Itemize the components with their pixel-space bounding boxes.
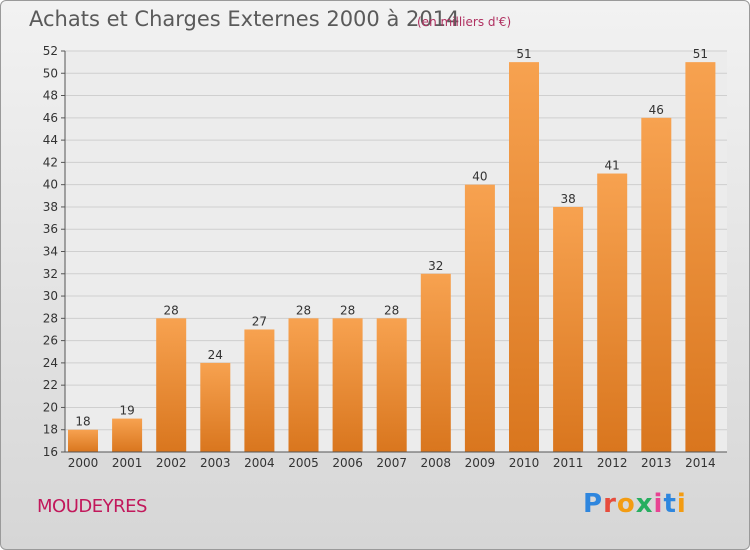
bar bbox=[376, 318, 407, 452]
y-tick-label: 22 bbox=[43, 378, 58, 392]
y-tick-label: 26 bbox=[43, 334, 58, 348]
logo-letter: o bbox=[616, 489, 636, 519]
logo-letter: i bbox=[676, 489, 687, 519]
y-tick-label: 42 bbox=[43, 155, 58, 169]
proxiti-logo: Proxiti bbox=[583, 489, 687, 519]
x-tick-label: 2006 bbox=[332, 456, 363, 470]
y-tick-label: 46 bbox=[43, 111, 58, 125]
bar-value-label: 41 bbox=[605, 159, 620, 173]
x-tick-label: 2010 bbox=[509, 456, 540, 470]
bar-value-label: 28 bbox=[164, 303, 179, 317]
x-tick-label: 2007 bbox=[376, 456, 407, 470]
bar-value-label: 38 bbox=[560, 192, 575, 206]
bar-value-label: 18 bbox=[75, 415, 90, 429]
bar bbox=[509, 62, 539, 453]
bar-value-label: 51 bbox=[693, 47, 708, 61]
y-tick-label: 24 bbox=[43, 356, 58, 370]
bar-value-label: 46 bbox=[649, 103, 664, 117]
bar-value-label: 24 bbox=[208, 348, 223, 362]
y-tick-label: 48 bbox=[43, 89, 58, 103]
bar bbox=[112, 418, 143, 452]
y-tick-label: 38 bbox=[43, 200, 58, 214]
bar bbox=[332, 318, 363, 452]
bar-value-label: 27 bbox=[252, 314, 267, 328]
bar-value-label: 32 bbox=[428, 259, 443, 273]
x-tick-label: 2011 bbox=[553, 456, 584, 470]
y-tick-label: 32 bbox=[43, 267, 58, 281]
x-tick-label: 2005 bbox=[288, 456, 319, 470]
logo-letter: t bbox=[663, 489, 677, 519]
y-tick-label: 40 bbox=[43, 178, 58, 192]
x-tick-label: 2014 bbox=[685, 456, 716, 470]
y-tick-label: 34 bbox=[43, 245, 58, 259]
chart-subtitle: (en milliers d'€) bbox=[417, 15, 512, 29]
y-tick-label: 52 bbox=[43, 44, 58, 58]
bar bbox=[244, 329, 275, 452]
x-tick-label: 2009 bbox=[465, 456, 496, 470]
y-tick-label: 18 bbox=[43, 423, 58, 437]
logo-letter: x bbox=[635, 489, 654, 519]
bar-value-label: 40 bbox=[472, 170, 487, 184]
bar bbox=[685, 62, 716, 453]
bar bbox=[420, 273, 451, 452]
y-tick-label: 50 bbox=[43, 66, 58, 80]
bar bbox=[200, 362, 231, 452]
logo-letter: P bbox=[583, 489, 604, 519]
bar-value-label: 28 bbox=[384, 303, 399, 317]
bar bbox=[597, 173, 628, 452]
bar bbox=[553, 206, 584, 452]
bar-value-label: 28 bbox=[340, 303, 355, 317]
logo-letter: r bbox=[603, 489, 617, 519]
y-tick-label: 44 bbox=[43, 133, 58, 147]
bar bbox=[464, 184, 495, 452]
y-tick-label: 30 bbox=[43, 289, 58, 303]
y-tick-label: 20 bbox=[43, 400, 58, 414]
commune-name: MOUDEYRES bbox=[37, 496, 147, 517]
x-tick-label: 2003 bbox=[200, 456, 231, 470]
x-tick-label: 2002 bbox=[156, 456, 187, 470]
bar bbox=[156, 318, 187, 452]
chart-title: Achats et Charges Externes 2000 à 2014 bbox=[29, 7, 460, 31]
x-tick-label: 2001 bbox=[112, 456, 143, 470]
y-tick-label: 16 bbox=[43, 445, 58, 459]
x-tick-label: 2013 bbox=[641, 456, 672, 470]
bar bbox=[288, 318, 319, 452]
bar-value-label: 19 bbox=[119, 404, 134, 418]
bar bbox=[641, 117, 672, 452]
logo-letter: i bbox=[653, 489, 664, 519]
x-tick-label: 2000 bbox=[68, 456, 99, 470]
bar bbox=[68, 429, 98, 452]
x-tick-label: 2004 bbox=[244, 456, 275, 470]
x-tick-label: 2012 bbox=[597, 456, 628, 470]
y-tick-label: 28 bbox=[43, 311, 58, 325]
x-tick-label: 2008 bbox=[421, 456, 452, 470]
bar-value-label: 51 bbox=[516, 47, 531, 61]
y-tick-label: 36 bbox=[43, 222, 58, 236]
bar-value-label: 28 bbox=[296, 303, 311, 317]
